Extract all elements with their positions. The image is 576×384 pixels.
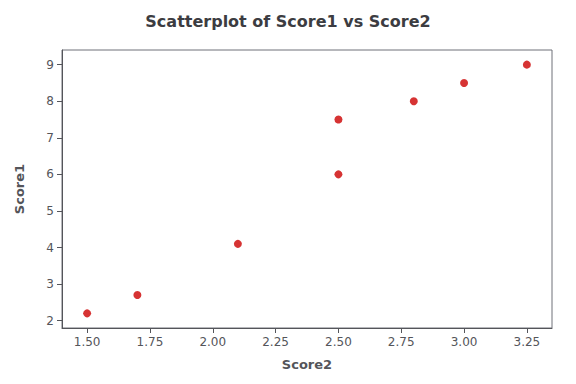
- svg-text:3.25: 3.25: [514, 335, 541, 349]
- svg-text:8: 8: [46, 94, 54, 108]
- svg-text:9: 9: [46, 58, 54, 72]
- svg-text:2: 2: [46, 314, 54, 328]
- svg-text:2.25: 2.25: [262, 335, 289, 349]
- svg-text:1.50: 1.50: [74, 335, 101, 349]
- svg-text:4: 4: [46, 241, 54, 255]
- svg-text:7: 7: [46, 131, 54, 145]
- svg-text:6: 6: [46, 167, 54, 181]
- svg-text:2.75: 2.75: [388, 335, 415, 349]
- svg-text:3: 3: [46, 277, 54, 291]
- svg-text:3.00: 3.00: [451, 335, 478, 349]
- svg-text:Scatterplot of Score1 vs Score: Scatterplot of Score1 vs Score2: [145, 12, 430, 31]
- svg-text:Score2: Score2: [282, 357, 332, 372]
- svg-text:2.00: 2.00: [199, 335, 226, 349]
- svg-text:2.50: 2.50: [325, 335, 352, 349]
- svg-text:1.75: 1.75: [137, 335, 164, 349]
- svg-text:5: 5: [46, 204, 54, 218]
- svg-text:Score1: Score1: [12, 164, 27, 214]
